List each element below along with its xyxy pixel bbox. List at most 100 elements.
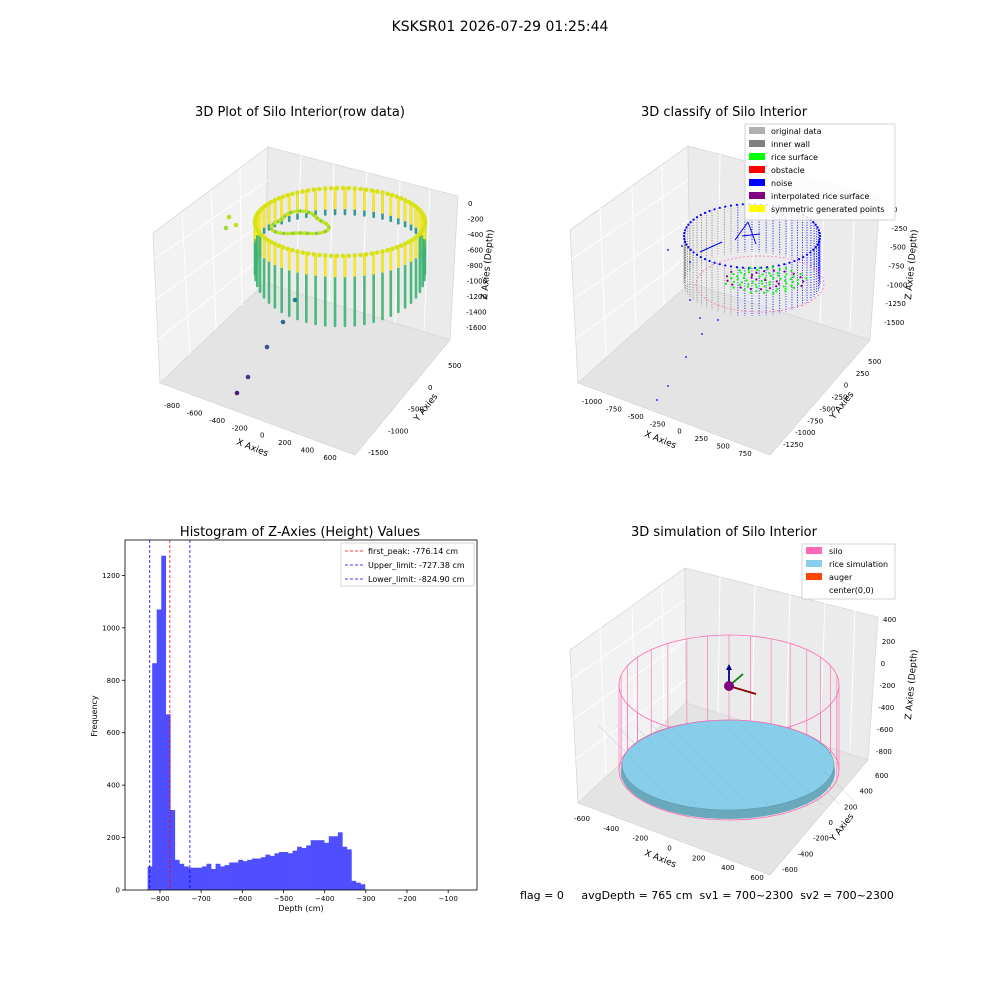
noise-rim-point	[683, 240, 687, 243]
rim-point	[369, 251, 375, 256]
inner-point	[288, 231, 292, 236]
histogram-legend: first_peak: -776.14 cm Upper_limit: -727.…	[340, 542, 475, 587]
axis-tick-label: 600	[750, 874, 763, 882]
outlier-point	[226, 214, 232, 220]
gridline	[569, 599, 686, 681]
noise-outlier-point	[701, 333, 703, 335]
noise-rim-point	[713, 261, 716, 264]
rim-point	[374, 250, 380, 255]
histogram-bar	[301, 848, 307, 890]
rim-point	[352, 186, 358, 191]
histogram-panel: Histogram of Z-Axies (Height) Values −80…	[90, 525, 478, 913]
axis-tick-label: -600	[187, 409, 203, 417]
noise-rim-point	[683, 237, 686, 240]
noise-rim-point	[818, 237, 821, 240]
rice-surface-point	[745, 279, 748, 282]
histogram-bar	[211, 869, 216, 890]
histogram-bar	[192, 867, 198, 890]
gridline	[849, 609, 856, 752]
axis-tick-label: 250	[695, 435, 708, 443]
histogram-bar	[256, 858, 262, 890]
rice-surface-point	[749, 266, 752, 269]
axis-tick-label: 500	[868, 358, 881, 366]
rice-mesh-line	[741, 724, 823, 806]
rice-surface-point	[750, 276, 753, 279]
histogram-bar	[206, 863, 212, 890]
gridline	[152, 179, 269, 261]
noise-outlier-point	[667, 249, 669, 251]
rim-point	[300, 250, 306, 255]
rim-point	[285, 192, 290, 198]
rice-surface-point	[758, 275, 761, 278]
rice-surface-point	[731, 283, 734, 286]
rice-mesh-line	[669, 724, 751, 806]
noise-rim-point	[735, 203, 738, 206]
noise-rim-point	[766, 266, 769, 269]
rice-surface-point	[750, 273, 754, 277]
interpolated-boundary	[695, 255, 825, 313]
histogram-bar	[297, 846, 302, 890]
legend-swatch	[749, 153, 765, 160]
legend-entry-label: first_peak: -776.14 cm	[368, 547, 458, 556]
rim-point	[346, 185, 352, 191]
legend-entry-label: center(0,0)	[829, 586, 874, 595]
noise-rim-point	[713, 208, 716, 211]
outlier-point	[292, 297, 298, 303]
legend-entry-label: obstacle	[771, 166, 805, 175]
noise-cluster	[741, 233, 761, 237]
gridline	[661, 164, 665, 307]
histogram-bar	[238, 859, 244, 890]
legend-swatch	[749, 166, 765, 173]
noise-rim-point	[797, 258, 801, 261]
rim-point	[385, 247, 390, 253]
noise-outlier-point	[681, 245, 683, 247]
rim-point	[295, 249, 300, 254]
axis-tick-label: 500	[716, 443, 729, 451]
rim-point	[385, 191, 390, 197]
rice-mesh-line	[633, 724, 715, 806]
simulation-3d-x-ticks: -600 -400 -200 0 200 400 600	[574, 815, 764, 882]
rim-point	[358, 252, 363, 258]
axis-tick-label: 0	[468, 200, 472, 208]
noise-rim-point	[683, 229, 687, 232]
histogram-bar	[174, 859, 180, 890]
noise-outlier-point	[717, 319, 719, 321]
rice-surface-point	[768, 271, 771, 275]
legend-entry-label: interpolated rice surface	[771, 192, 869, 201]
gridline	[239, 167, 243, 307]
rice-mesh-line	[705, 724, 787, 806]
histogram-bar	[224, 865, 230, 890]
axis-tick-label: 0	[881, 660, 885, 668]
rice-surface-point	[797, 282, 800, 286]
axis-tick-label: -200	[468, 216, 484, 224]
axis-tick-label: 0	[428, 384, 432, 392]
histogram-bar	[220, 866, 225, 890]
noise-rim-point	[817, 229, 821, 232]
status-footer: flag = 0 avgDepth = 765 cm sv1 = 700~230…	[520, 889, 894, 902]
histogram-bar	[355, 882, 361, 890]
rice-surface-point	[743, 273, 746, 277]
rice-surface-point	[768, 287, 772, 290]
noise-rim-point	[683, 232, 686, 235]
noise-rim-point	[687, 246, 690, 249]
histogram-bar	[274, 853, 280, 890]
simulation-3d-plot-title: 3D simulation of Silo Interior	[631, 525, 818, 540]
rice-surface-point	[759, 288, 763, 291]
histogram-plot-frame	[124, 539, 478, 891]
rice-surface-point	[754, 283, 757, 286]
rim-point	[374, 189, 380, 194]
rim-point	[276, 243, 282, 248]
axis-tick-label: -800	[876, 748, 892, 756]
rice-surface-point	[739, 271, 743, 274]
rim-point	[394, 244, 400, 250]
noise-rim-point	[724, 264, 727, 267]
axis-tick-label: -1250	[886, 300, 906, 308]
noise-rim-point	[802, 255, 805, 259]
rice-surface-point	[736, 275, 739, 278]
simulation-3d-gridlines	[569, 574, 856, 776]
axis-tick-label: -500	[628, 413, 644, 421]
raw-3d-z-label: Z Axies (Depth)	[480, 229, 496, 300]
inner-point	[311, 231, 316, 236]
rim-point	[328, 185, 334, 191]
axis-tick-label: -1000	[887, 281, 907, 289]
